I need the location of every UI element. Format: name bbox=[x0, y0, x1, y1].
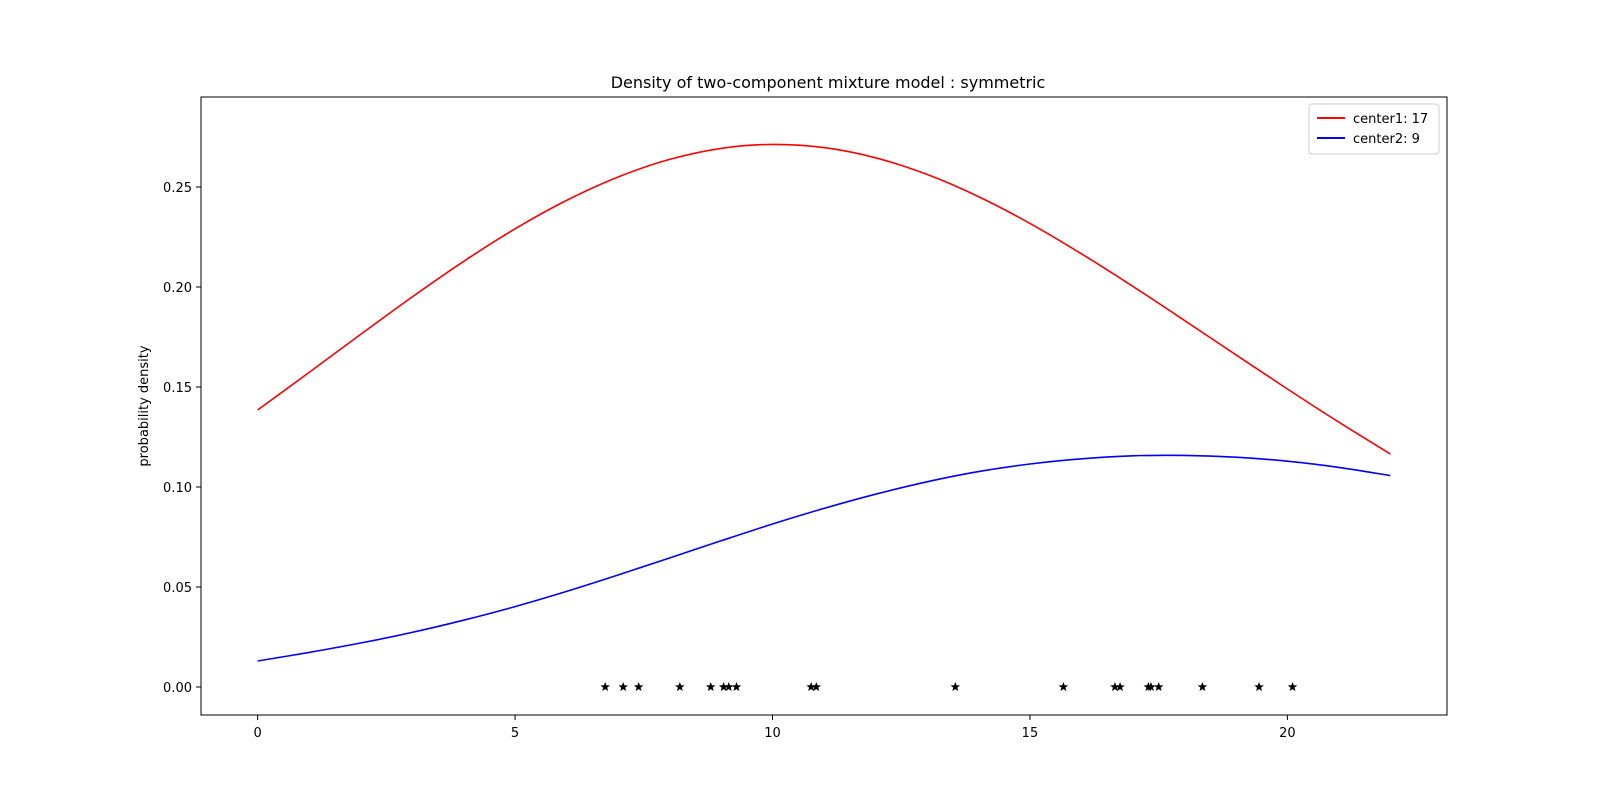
x-tick-label: 0 bbox=[253, 726, 261, 741]
observation-star-marker bbox=[1058, 682, 1069, 692]
legend-label: center1: 17 bbox=[1353, 112, 1428, 127]
y-axis-label: probability density bbox=[137, 345, 152, 466]
y-tick-label: 0.05 bbox=[163, 581, 192, 596]
observation-star-marker bbox=[950, 682, 961, 692]
observation-star-marker bbox=[811, 682, 822, 692]
observation-star-marker bbox=[806, 682, 816, 692]
observation-star-marker bbox=[675, 682, 685, 692]
observation-star-marker bbox=[1287, 682, 1298, 692]
y-tick-label: 0.25 bbox=[163, 181, 192, 196]
legend-label: center2: 9 bbox=[1353, 132, 1420, 147]
plot-frame bbox=[200, 96, 1448, 716]
observation-star-marker bbox=[1254, 682, 1264, 692]
chart-title: Density of two-component mixture model :… bbox=[611, 73, 1046, 92]
observation-star-marker bbox=[618, 682, 628, 692]
observation-star-marker bbox=[705, 682, 716, 692]
plot-area bbox=[257, 143, 1391, 692]
observation-star-marker bbox=[1153, 682, 1164, 692]
observation-star-marker bbox=[1146, 682, 1156, 692]
observation-star-marker bbox=[718, 682, 729, 692]
series-line-1 bbox=[257, 143, 1391, 455]
y-axis-ticks: 0.00 0.05 0.10 0.15 0.20 0.25 bbox=[163, 181, 201, 696]
observation-star-marker bbox=[600, 682, 610, 692]
legend-box bbox=[1308, 103, 1440, 155]
y-tick-label: 0.00 bbox=[163, 681, 192, 696]
x-tick-label: 10 bbox=[764, 726, 781, 741]
observation-star-marker bbox=[1197, 682, 1208, 692]
observation-star-marker bbox=[1115, 682, 1125, 692]
observation-star-marker bbox=[633, 682, 644, 692]
x-tick-label: 15 bbox=[1022, 726, 1039, 741]
legend: center1: 17 center2: 9 bbox=[1308, 103, 1440, 155]
x-axis-ticks: 0 5 10 15 20 bbox=[253, 715, 1296, 741]
y-tick-label: 0.20 bbox=[163, 281, 192, 296]
x-tick-label: 5 bbox=[511, 726, 519, 741]
y-tick-label: 0.15 bbox=[163, 381, 192, 396]
series-line-2 bbox=[257, 454, 1391, 662]
x-tick-label: 20 bbox=[1279, 726, 1296, 741]
observation-star-marker bbox=[731, 682, 742, 692]
y-tick-label: 0.10 bbox=[163, 481, 192, 496]
observation-star-marker bbox=[1110, 682, 1120, 692]
observation-star-marker bbox=[723, 682, 734, 692]
